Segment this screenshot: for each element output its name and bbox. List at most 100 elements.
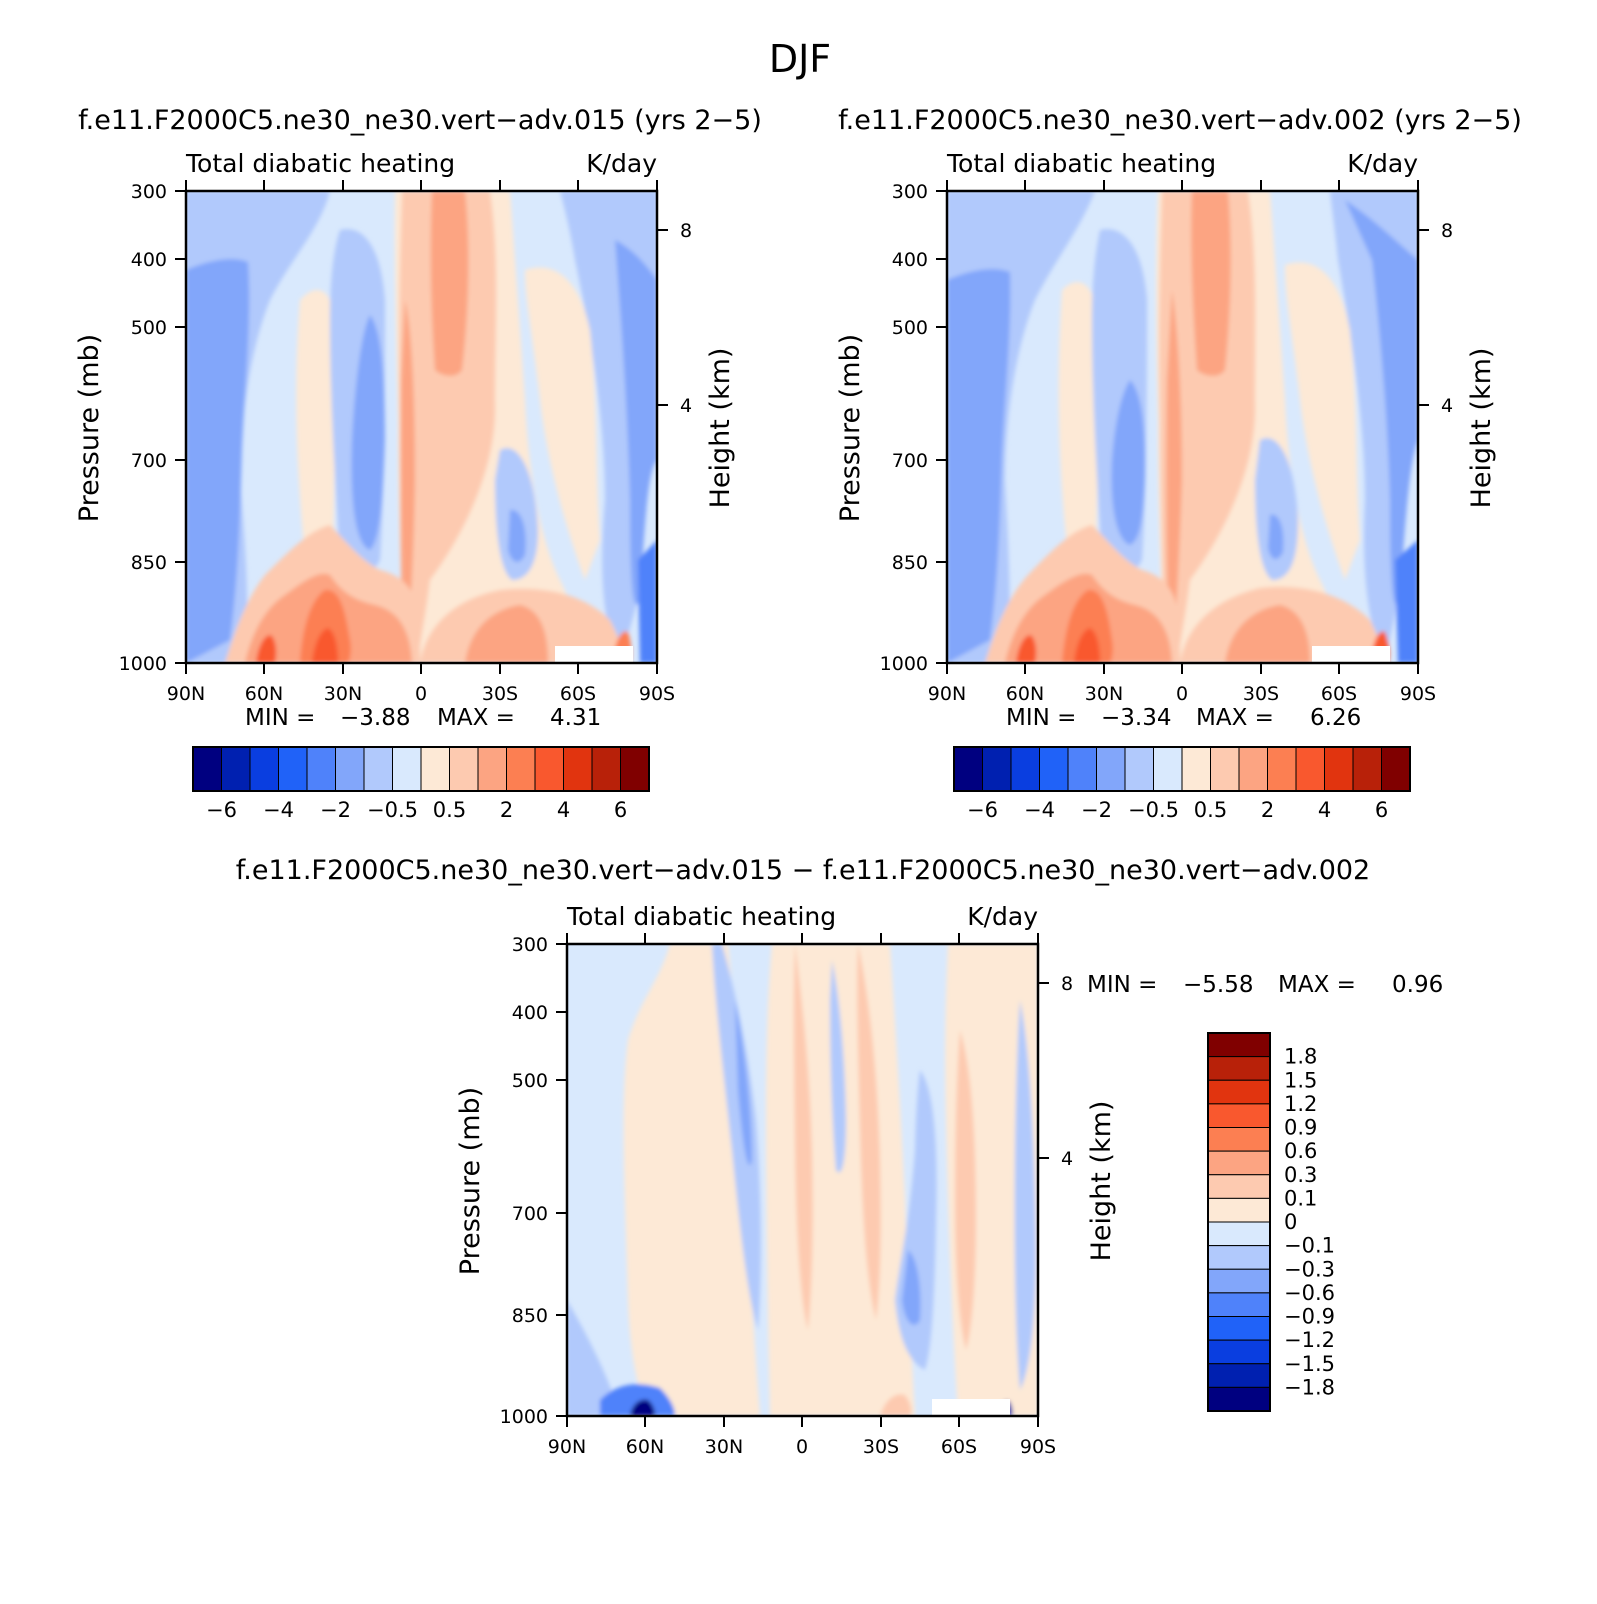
- panel-1-colorbar-label: 6: [614, 798, 627, 822]
- panel-2-min-value: −3.34: [1101, 705, 1171, 731]
- panel-3-cool-nh-polar: [567, 1300, 620, 1416]
- panel-2-xtick-30s: 30S: [1243, 683, 1279, 705]
- panel-3-title: f.e11.F2000C5.ne30_ne30.vert−adv.015 − f…: [236, 855, 1371, 886]
- panel-2-warm-nh-bl-core: [1062, 589, 1113, 663]
- panel-3-colorbar-box: [1207, 1103, 1271, 1128]
- panel-1-colorbar-box: [278, 746, 308, 792]
- panel-2-colorbar-label: 4: [1318, 798, 1331, 822]
- panel-3-colorbar-box: [1207, 1339, 1271, 1365]
- panel-1-warm-60n-blob: [256, 635, 277, 663]
- panel-1-colorbar-box: [449, 746, 479, 792]
- panel-3-xtick-0: 0: [796, 1436, 808, 1458]
- panel-3-colorbar-box: [1207, 1079, 1271, 1105]
- panel-2-warm-sh-bl-mid: [1225, 605, 1310, 663]
- panel-2-colorbar-frame: [953, 746, 1411, 792]
- panel-1-y2tick-4: 4: [680, 395, 692, 417]
- panel-2-colorbar-box: [1153, 746, 1183, 792]
- panel-3-colorbar-box: [1207, 1221, 1271, 1247]
- panel-2-colorbar-box: [1267, 746, 1297, 792]
- panel-2-colorbar-box: [953, 746, 983, 792]
- panel-1-warm-sh-bl-mid: [465, 605, 548, 663]
- panel-2-warm-sh-midlat: [1285, 262, 1360, 580]
- panel-3-colorbar-label: −0.9: [1284, 1305, 1335, 1329]
- panel-1-stats: MIN = −3.88 MAX = 4.31: [245, 705, 601, 731]
- panel-1-warm-equator-max: [430, 191, 469, 376]
- panel-3-x-tick-labels: 90N 60N 30N 0 30S 60S 90S: [548, 1436, 1056, 1458]
- panel-2-y2tick-8: 8: [1441, 220, 1453, 242]
- panel-3-xtick-90n: 90N: [548, 1436, 586, 1458]
- panel-1-xtick-60s: 60S: [560, 683, 596, 705]
- panel-1-ytick-400: 400: [131, 249, 167, 271]
- panel-1-missing-data: [555, 646, 633, 663]
- panel-3-colorbar-label: 1.2: [1284, 1092, 1317, 1116]
- panel-1-warm-sh-midlat: [525, 267, 600, 580]
- panel-2-colorbar-box: [1381, 746, 1411, 792]
- panel-3-max-label: MAX =: [1278, 972, 1356, 998]
- panel-3-warm-10n-streak: [793, 944, 813, 1330]
- panel-3-cool-60n-bl: [600, 1384, 675, 1416]
- panel-3-colorbar: 1.81.51.20.90.60.30.10−0.1−0.3−0.6−0.9−1…: [1207, 1032, 1335, 1412]
- panel-3-right-label: K/day: [967, 902, 1038, 931]
- panel-2-neg-sh-mid: [1345, 200, 1418, 605]
- panel-3-colorbar-box: [1207, 1056, 1271, 1081]
- panel-3-stats: MIN = −5.58 MAX = 0.96: [1087, 972, 1443, 998]
- panel-1-left-label: Total diabatic heating: [185, 149, 455, 178]
- panel-1-warm-nh-bl-max: [312, 628, 338, 663]
- panel-2-x-tick-labels: 90N 60N 30N 0 30S 60S 90S: [928, 683, 1436, 705]
- panel-3-max-value: 0.96: [1392, 972, 1443, 998]
- panel-3-colorbar-label: −1.2: [1284, 1328, 1335, 1352]
- panel-2-y2-tick-labels: 8 4: [1441, 220, 1453, 417]
- panel-1-colorbar-boxes: [192, 746, 650, 792]
- panel-2-colorbar-box: [1010, 746, 1040, 792]
- panel-2-y-tick-labels: 300 400 500 700 850 1000: [880, 181, 928, 675]
- figure-title: DJF: [769, 37, 831, 81]
- panel-2-colorbar-box: [1352, 746, 1382, 792]
- panel-3-colorbar-label: −1.5: [1284, 1352, 1335, 1376]
- panel-1-ylabel-right: Height (km): [705, 348, 736, 509]
- panel-2-cool-antarctic-edge: [1395, 540, 1418, 663]
- panel-3-colorbar-label: 0.9: [1284, 1116, 1317, 1140]
- panel-2-warm-equator-max: [1191, 191, 1231, 376]
- panel-3-ytick-1000: 1000: [500, 1406, 548, 1428]
- panel-2-colorbar-label: 0.5: [1194, 798, 1227, 822]
- panel-1-xtick-30n: 30N: [324, 683, 362, 705]
- panel-2-max-value: 6.26: [1310, 705, 1361, 731]
- panel-1-colorbar-box: [477, 746, 507, 792]
- panel-2-left-label: Total diabatic heating: [946, 149, 1216, 178]
- panel-3-warm-20s-streak: [857, 944, 881, 1320]
- panel-2-colorbar-label: −6: [967, 798, 998, 822]
- panel-2-xtick-90n: 90N: [928, 683, 966, 705]
- panel-3-ytick-300: 300: [512, 934, 548, 956]
- panel-2-colorbar-box: [1324, 746, 1354, 792]
- panel-1-colorbar-box: [591, 746, 621, 792]
- panel-2-ytick-400: 400: [892, 249, 928, 271]
- panel-3-colorbar-box: [1207, 1127, 1271, 1152]
- panel-3-cool-20n-tongue: [712, 944, 761, 1330]
- panel-3-missing-data: [932, 1399, 1010, 1416]
- panel-2-ytick-300: 300: [892, 181, 928, 203]
- panel-3-cool-45s-core: [902, 1250, 921, 1325]
- panel-1-colorbar-label: 0.5: [433, 798, 466, 822]
- panel-2-y2tick-4: 4: [1441, 395, 1453, 417]
- panel-2-colorbar-label: −0.5: [1128, 798, 1179, 822]
- panel-2-cool-sh-subtropics: [1255, 438, 1298, 580]
- panel-1-warm-nh-bl-core: [300, 589, 351, 663]
- panel-1-y2-tick-labels: 8 4: [680, 220, 692, 417]
- panel-3-cool-30n-core: [735, 1000, 752, 1166]
- panel-2-colorbar-label: −4: [1024, 798, 1055, 822]
- panel-1-ytick-300: 300: [131, 181, 167, 203]
- panel-2-colorbar-box: [1238, 746, 1268, 792]
- panel-2-contour-field: [947, 191, 1418, 663]
- panel-1-colorbar-label: −4: [263, 798, 294, 822]
- panel-1-colorbar-box: [563, 746, 593, 792]
- panel-2-warm-nh-bl-max: [1074, 628, 1100, 663]
- panel-2-xtick-30n: 30N: [1085, 683, 1123, 705]
- panel-3-xtick-60n: 60N: [626, 1436, 664, 1458]
- panel-2-cool-sh-subtropics-core: [1268, 514, 1284, 560]
- panel-3-warm-60s-streak: [955, 1030, 976, 1350]
- panel-3-ytick-400: 400: [512, 1002, 548, 1024]
- panel-3-colorbar-label: −0.6: [1284, 1281, 1335, 1305]
- panel-2-ylabel-right: Height (km): [1466, 348, 1497, 509]
- panel-2-right-label: K/day: [1347, 149, 1418, 178]
